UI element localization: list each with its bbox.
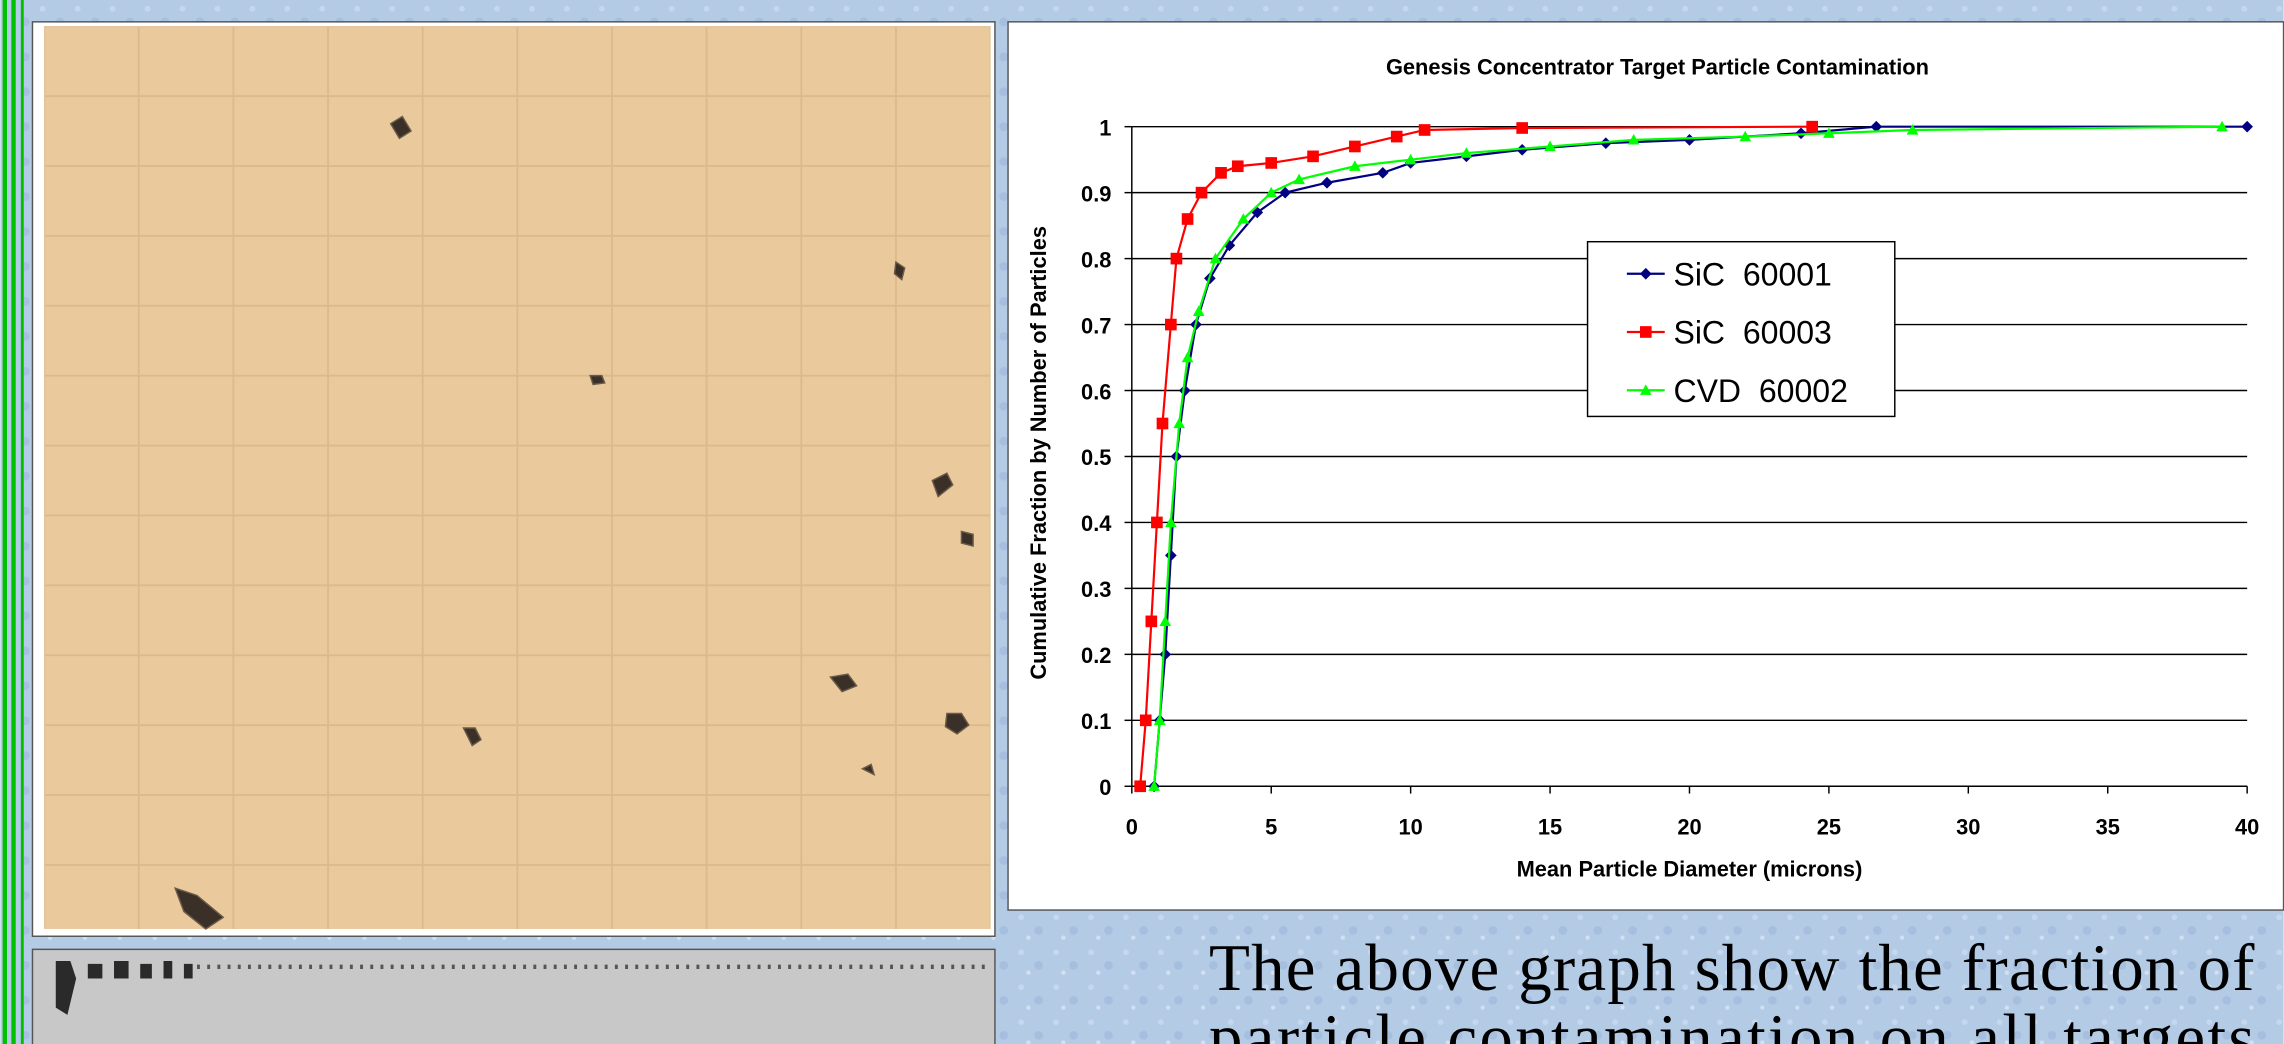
x-tick-label: 25 (1817, 814, 1841, 839)
marker (1173, 417, 1186, 429)
y-tick-label: 0.4 (1081, 511, 1112, 536)
marker (1516, 143, 1529, 156)
marker (1516, 122, 1529, 134)
x-tick-label: 20 (1677, 814, 1701, 839)
marker (2241, 120, 2253, 133)
marker (1181, 351, 1194, 363)
marker (1404, 153, 1417, 165)
marker (1806, 120, 1818, 133)
chart-panel (1007, 21, 2284, 911)
marker (1195, 186, 1208, 199)
x-tick-label: 10 (1399, 814, 1423, 839)
marker (1627, 134, 1640, 145)
y-tick-label: 0.7 (1081, 313, 1111, 338)
marker (1418, 124, 1431, 136)
marker (1460, 147, 1473, 158)
marker (1683, 134, 1696, 146)
legend-label: SiC 60003 (1673, 315, 1831, 351)
y-axis-label: Cumulative Fraction by Number of Particl… (1026, 226, 1051, 680)
marker (1639, 326, 1652, 338)
particle-strip (31, 948, 996, 1044)
marker (2216, 120, 2228, 132)
marker (1349, 140, 1361, 153)
marker (1237, 213, 1250, 224)
marker (1639, 267, 1652, 280)
x-tick-label: 30 (1956, 814, 1980, 839)
marker (1349, 160, 1361, 171)
marker (1231, 160, 1244, 173)
x-tick-label: 40 (2235, 814, 2259, 839)
legend-label: SiC 60001 (1673, 256, 1831, 292)
marker (1170, 252, 1183, 265)
marker (1156, 417, 1169, 430)
x-tick-label: 5 (1265, 814, 1277, 839)
mosaic-image (31, 21, 996, 937)
y-tick-label: 0.6 (1081, 379, 1111, 404)
marker (1148, 780, 1160, 791)
marker (1321, 176, 1333, 189)
marker (1215, 167, 1227, 179)
marker (1153, 714, 1166, 725)
marker (1181, 213, 1194, 225)
marker (1600, 137, 1612, 149)
marker (1265, 186, 1278, 198)
legend: SiC 60001 SiC 60003 CVD 60002 (1586, 240, 1896, 418)
marker (1145, 615, 1158, 628)
marker (1165, 318, 1177, 331)
y-tick-label: 0.3 (1081, 577, 1111, 602)
marker (1159, 615, 1172, 627)
marker (1823, 127, 1835, 138)
x-tick-label: 35 (2096, 814, 2120, 839)
y-tick-label: 0 (1099, 775, 1111, 800)
marker (1376, 167, 1389, 179)
marker (1544, 140, 1556, 152)
marker (1639, 384, 1652, 395)
legend-label: CVD 60002 (1673, 373, 1847, 409)
y-tick-label: 0.1 (1081, 709, 1111, 734)
marker (1293, 173, 1305, 185)
x-axis-label: Mean Particle Diameter (microns) (1517, 857, 1863, 882)
marker (1209, 252, 1222, 264)
y-tick-label: 1 (1099, 115, 1111, 140)
caption-line: particle contamination on all targets (1209, 1001, 2254, 1044)
caption-line: The above graph show the fraction of (1209, 931, 2255, 1005)
marker (1906, 124, 1919, 135)
marker (1134, 780, 1146, 793)
marker (1265, 157, 1278, 169)
y-tick-label: 0.2 (1081, 643, 1111, 668)
y-tick-label: 0.9 (1081, 181, 1111, 206)
chart-title: Genesis Concentrator Target Particle Con… (1386, 54, 1929, 79)
marker (1390, 130, 1403, 143)
x-tick-label: 0 (1126, 814, 1138, 839)
marker (1192, 305, 1205, 317)
y-tick-label: 0.8 (1081, 247, 1111, 272)
marker (1139, 714, 1152, 727)
y-tick-label: 0.5 (1081, 445, 1111, 470)
marker (1739, 130, 1752, 142)
marker (1307, 150, 1319, 163)
series-line (1153, 125, 2223, 787)
x-tick-label: 15 (1538, 814, 1562, 839)
marker (1151, 516, 1163, 529)
marker (1165, 516, 1177, 528)
marker (1870, 120, 1883, 133)
